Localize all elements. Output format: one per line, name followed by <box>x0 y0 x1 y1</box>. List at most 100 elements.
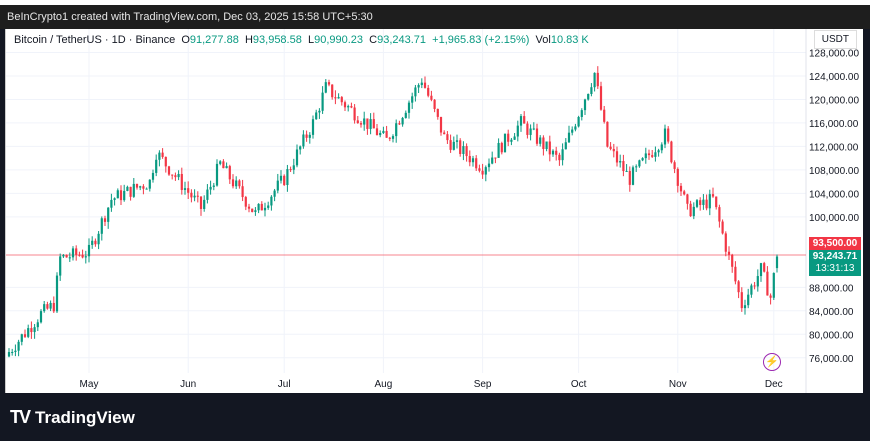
candle-body <box>721 221 724 234</box>
candle-body <box>775 256 779 269</box>
candle-body <box>631 167 635 185</box>
chart-area[interactable]: 128,000.00 124,000.00 120,000.00 116,000.00… <box>5 29 863 393</box>
candle-body <box>75 248 78 255</box>
candle-body <box>644 153 647 159</box>
footer: TV TradingView <box>0 393 870 441</box>
candle-body <box>388 137 391 139</box>
candle-body <box>686 194 689 204</box>
candle-body <box>734 266 737 282</box>
candle-body <box>420 82 423 86</box>
x-tick-label: Jun <box>180 379 196 390</box>
candle-body <box>561 149 564 161</box>
candle-body <box>222 161 225 169</box>
candle-body <box>449 140 452 150</box>
candle-body <box>391 136 395 139</box>
candle-body <box>241 186 244 198</box>
candle-body <box>129 186 132 197</box>
candle-body <box>363 118 366 125</box>
candle-body <box>510 139 513 142</box>
candle-body <box>497 142 500 158</box>
candle-body <box>251 208 254 212</box>
candle-body <box>622 161 625 172</box>
candle-body <box>203 199 206 209</box>
candle-body <box>769 295 772 298</box>
candle-body <box>94 240 97 245</box>
candle-body <box>571 129 574 133</box>
candle-body <box>65 254 68 258</box>
candle-body <box>161 152 164 157</box>
candle-body <box>273 190 276 197</box>
y-tick-label: 128,000.00 <box>809 48 859 59</box>
candle-body <box>87 244 91 257</box>
x-tick-label: Nov <box>669 379 687 390</box>
candle-body <box>523 116 526 124</box>
candle-body <box>231 179 235 187</box>
candle-body <box>641 158 644 161</box>
candle-body <box>494 157 497 159</box>
candle-body <box>411 96 414 103</box>
candle-body <box>756 276 759 287</box>
candle-body <box>123 190 126 201</box>
candle-body <box>612 148 615 152</box>
candle-body <box>167 166 171 175</box>
tradingview-logo[interactable]: TV TradingView <box>10 407 135 428</box>
candle-body <box>311 119 315 135</box>
candle-body <box>196 195 199 197</box>
open-value: 91,277.88 <box>189 34 239 46</box>
currency-button[interactable]: USDT <box>813 30 857 49</box>
y-tick-label: 108,000.00 <box>809 166 859 177</box>
candle-body <box>103 218 107 222</box>
candle-body <box>433 99 436 109</box>
candle-body <box>590 87 593 94</box>
candle-body <box>660 144 663 151</box>
candle-body <box>513 136 516 140</box>
y-tick-label: 124,000.00 <box>809 72 859 83</box>
candle-body <box>532 128 535 130</box>
last-price: 93,243.71 <box>812 251 858 262</box>
candle-body <box>647 153 651 156</box>
candle-body <box>286 169 289 186</box>
candle-body <box>603 109 606 122</box>
y-tick-label: 116,000.00 <box>809 119 859 130</box>
brand-name: TradingView <box>35 407 135 427</box>
candle-body <box>43 304 46 312</box>
last-price-tag: 93,243.71 13:31:13 <box>809 250 861 276</box>
candle-body <box>27 328 30 337</box>
symbol-legend: Bitcoin / TetherUS · 1D · Binance O91,27… <box>14 34 589 46</box>
candle-body <box>331 84 334 98</box>
x-tick-label: Sep <box>474 379 492 390</box>
candle-body <box>414 87 417 97</box>
candle-body <box>519 116 523 126</box>
x-tick-label: Oct <box>571 379 587 390</box>
candle-body <box>260 203 263 211</box>
candle-body <box>452 141 455 150</box>
candle-body <box>737 281 740 293</box>
candle-body <box>577 116 580 127</box>
candle-body <box>52 302 55 312</box>
candle-body <box>462 146 465 154</box>
candle-body <box>583 99 587 111</box>
symbol-name[interactable]: Bitcoin / TetherUS · 1D · Binance <box>14 34 176 46</box>
candle-body <box>209 186 212 190</box>
candle-body <box>305 134 308 138</box>
candle-body <box>673 162 676 169</box>
low-label: L <box>307 34 315 46</box>
candle-body <box>212 185 215 187</box>
candle-body <box>516 125 519 137</box>
candle-body <box>471 158 475 163</box>
candle-body <box>183 188 187 190</box>
candle-body <box>299 146 302 150</box>
candle-body <box>295 149 299 166</box>
candle-body <box>638 160 641 167</box>
lightning-icon[interactable]: ⚡ <box>763 353 781 371</box>
candle-body <box>343 102 347 108</box>
candle-body <box>663 128 667 145</box>
candle-body <box>487 163 491 168</box>
candle-body <box>238 180 241 187</box>
candle-body <box>119 190 123 201</box>
candle-body <box>715 196 718 208</box>
candle-body <box>318 110 321 113</box>
candle-body <box>155 159 158 173</box>
high-value: 93,958.58 <box>252 34 302 46</box>
candle-body <box>398 123 401 125</box>
